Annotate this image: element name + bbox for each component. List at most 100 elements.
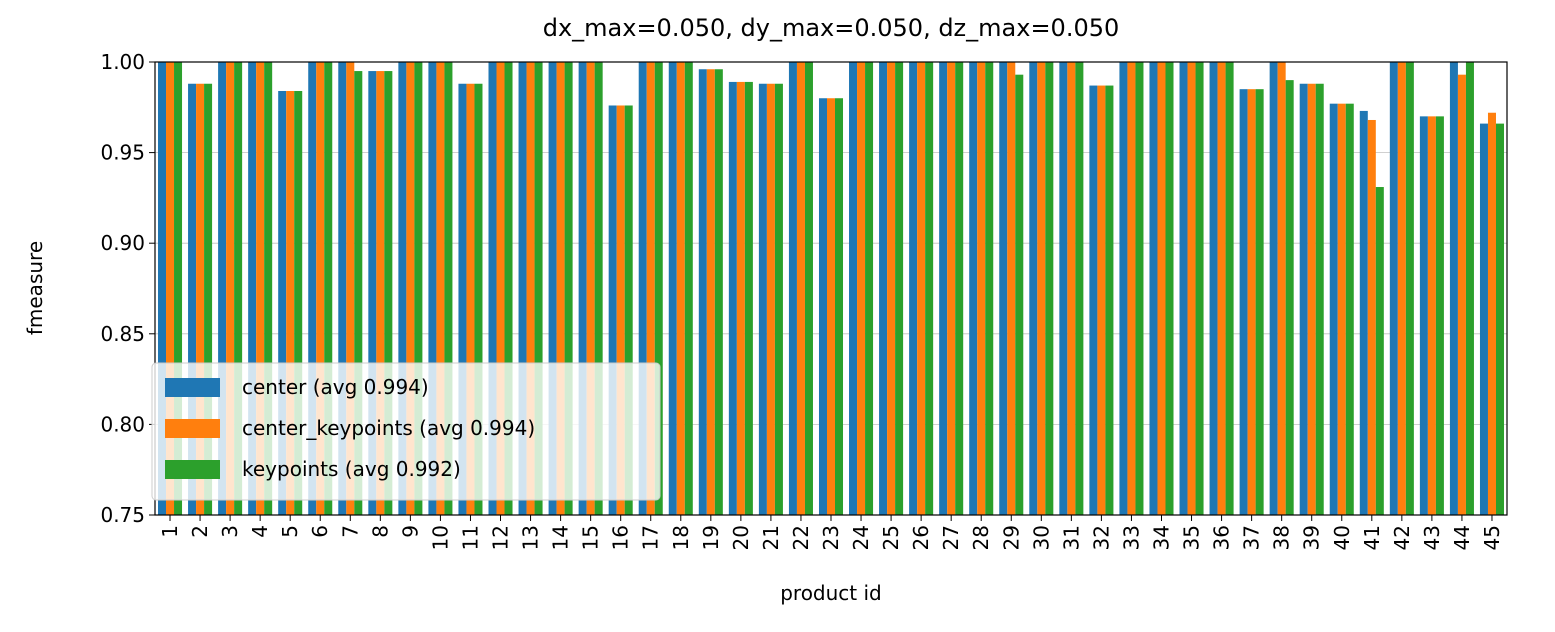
bar bbox=[1239, 89, 1248, 515]
bar bbox=[1007, 62, 1016, 515]
bar bbox=[849, 62, 858, 515]
bar bbox=[1179, 62, 1188, 515]
bar bbox=[1105, 85, 1114, 515]
y-tick-label: 0.95 bbox=[100, 141, 145, 165]
x-tick-label: 8 bbox=[368, 525, 392, 538]
x-tick-label: 19 bbox=[699, 525, 723, 550]
bar bbox=[977, 62, 986, 515]
x-tick-label: 34 bbox=[1149, 525, 1173, 550]
bar bbox=[316, 62, 325, 515]
bar bbox=[1097, 85, 1106, 515]
bar bbox=[578, 62, 587, 515]
bar bbox=[534, 62, 543, 515]
bar bbox=[226, 62, 235, 515]
bar bbox=[444, 62, 453, 515]
bar bbox=[1465, 62, 1474, 515]
bar bbox=[646, 62, 655, 515]
x-tick-label: 31 bbox=[1059, 525, 1083, 550]
x-tick-label: 21 bbox=[759, 525, 783, 550]
x-tick-label: 6 bbox=[308, 525, 332, 538]
x-tick-label: 13 bbox=[519, 525, 543, 550]
bar bbox=[414, 62, 423, 515]
x-tick-label: 15 bbox=[579, 525, 603, 550]
bar bbox=[458, 83, 467, 515]
bar bbox=[804, 62, 813, 515]
x-tick-label: 7 bbox=[338, 525, 362, 538]
legend-swatch bbox=[165, 460, 220, 479]
bar bbox=[428, 62, 437, 515]
bar bbox=[278, 90, 287, 515]
bar bbox=[166, 62, 175, 515]
x-tick-label: 45 bbox=[1480, 525, 1504, 550]
bar bbox=[1255, 89, 1264, 515]
legend-label: center_keypoints (avg 0.994) bbox=[242, 416, 535, 440]
bar bbox=[676, 62, 685, 515]
bar bbox=[1165, 62, 1174, 515]
bar bbox=[1457, 74, 1466, 515]
x-tick-label: 25 bbox=[879, 525, 903, 550]
bar bbox=[204, 83, 213, 515]
y-tick-label: 0.80 bbox=[100, 412, 145, 436]
bar bbox=[728, 81, 737, 515]
bar bbox=[1285, 80, 1294, 515]
x-tick-label: 14 bbox=[549, 525, 573, 550]
x-tick-label: 24 bbox=[849, 525, 873, 550]
bar bbox=[1195, 62, 1204, 515]
bar bbox=[1119, 62, 1128, 515]
bar bbox=[1277, 62, 1286, 515]
bar bbox=[1435, 116, 1444, 515]
x-axis-label: product id bbox=[780, 581, 882, 605]
bar bbox=[1075, 62, 1084, 515]
x-tick-label: 36 bbox=[1210, 525, 1234, 550]
x-tick-label: 3 bbox=[218, 525, 242, 538]
bar bbox=[1307, 83, 1316, 515]
bar bbox=[324, 62, 333, 515]
bar bbox=[969, 62, 978, 515]
bar bbox=[1329, 103, 1338, 515]
bar bbox=[368, 71, 377, 515]
bar bbox=[1427, 116, 1436, 515]
bar bbox=[857, 62, 866, 515]
x-tick-label: 17 bbox=[639, 525, 663, 550]
bar bbox=[264, 62, 273, 515]
bar bbox=[338, 62, 347, 515]
x-tick-label: 28 bbox=[969, 525, 993, 550]
bar bbox=[1037, 62, 1046, 515]
chart-title: dx_max=0.050, dy_max=0.050, dz_max=0.050 bbox=[543, 14, 1120, 42]
bar bbox=[1389, 62, 1398, 515]
bar bbox=[758, 83, 767, 515]
y-axis-label: fmeasure bbox=[23, 241, 47, 335]
x-tick-label: 1 bbox=[158, 525, 182, 538]
bar bbox=[1209, 62, 1218, 515]
bar bbox=[788, 62, 797, 515]
bar bbox=[354, 71, 363, 515]
bar bbox=[1127, 62, 1136, 515]
bar bbox=[714, 69, 723, 515]
x-tick-label: 43 bbox=[1420, 525, 1444, 550]
bar bbox=[384, 71, 393, 515]
bar bbox=[586, 62, 595, 515]
bar bbox=[1359, 110, 1368, 515]
bar bbox=[518, 62, 527, 515]
bar bbox=[248, 62, 257, 515]
bar bbox=[474, 83, 483, 515]
bar bbox=[376, 71, 385, 515]
bar bbox=[1299, 83, 1308, 515]
x-tick-label: 41 bbox=[1360, 525, 1384, 550]
x-tick-label: 27 bbox=[939, 525, 963, 550]
x-tick-label: 9 bbox=[398, 525, 422, 538]
legend-box bbox=[151, 362, 661, 501]
bars bbox=[158, 62, 1504, 515]
legend-label: center (avg 0.994) bbox=[242, 375, 429, 399]
bar bbox=[616, 105, 625, 515]
bar bbox=[1337, 103, 1346, 515]
bar bbox=[196, 83, 205, 515]
legend-swatch bbox=[165, 378, 220, 397]
x-tick-label: 22 bbox=[789, 525, 813, 550]
bar bbox=[1367, 119, 1376, 515]
bar bbox=[668, 62, 677, 515]
x-tick-label: 29 bbox=[999, 525, 1023, 550]
x-tick-label: 11 bbox=[458, 525, 482, 550]
x-tick-label: 16 bbox=[609, 525, 633, 550]
